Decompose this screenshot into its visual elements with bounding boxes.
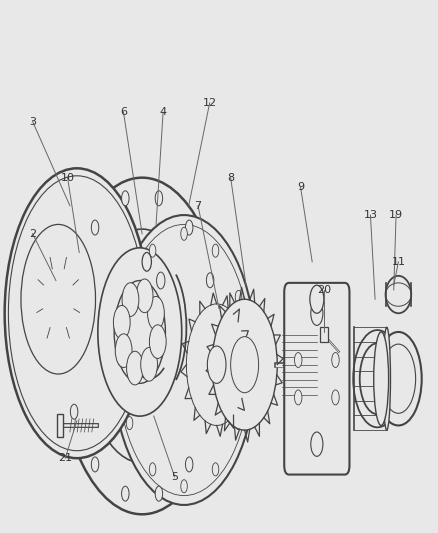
Circle shape [114, 280, 166, 383]
Circle shape [149, 463, 156, 476]
Circle shape [84, 229, 200, 463]
Circle shape [126, 290, 133, 303]
Circle shape [332, 390, 339, 405]
Circle shape [113, 305, 130, 339]
Text: 3: 3 [29, 117, 36, 126]
Text: 8: 8 [227, 173, 234, 183]
Text: 13: 13 [364, 210, 378, 220]
Ellipse shape [383, 327, 390, 430]
Circle shape [235, 417, 242, 430]
Circle shape [122, 282, 139, 317]
Text: 5: 5 [171, 472, 178, 482]
Text: 4: 4 [159, 107, 166, 117]
Circle shape [136, 279, 153, 313]
Circle shape [149, 325, 166, 359]
Circle shape [310, 285, 324, 313]
Circle shape [122, 191, 129, 206]
Bar [57, 414, 63, 437]
Text: 7: 7 [194, 201, 201, 211]
Text: 10: 10 [60, 173, 74, 183]
Text: 2: 2 [29, 229, 36, 239]
Circle shape [381, 344, 416, 413]
Text: 20: 20 [317, 285, 331, 295]
Circle shape [21, 224, 95, 374]
Circle shape [127, 351, 143, 385]
Ellipse shape [385, 276, 411, 313]
Circle shape [98, 248, 182, 416]
Circle shape [214, 338, 221, 353]
Ellipse shape [353, 330, 402, 427]
Circle shape [71, 404, 78, 419]
Circle shape [212, 463, 219, 476]
Circle shape [244, 353, 250, 367]
Circle shape [294, 352, 302, 367]
Text: 9: 9 [297, 182, 304, 192]
Circle shape [5, 168, 149, 458]
Circle shape [212, 299, 277, 430]
Circle shape [122, 486, 129, 501]
Bar [320, 327, 328, 342]
FancyBboxPatch shape [284, 283, 350, 474]
Ellipse shape [374, 332, 389, 425]
Circle shape [24, 230, 92, 368]
Text: 21: 21 [58, 453, 72, 463]
Ellipse shape [360, 343, 395, 414]
Circle shape [156, 272, 165, 289]
Circle shape [71, 273, 78, 288]
Circle shape [212, 244, 219, 257]
Circle shape [148, 296, 164, 330]
Circle shape [30, 243, 87, 356]
Circle shape [311, 432, 323, 456]
Circle shape [207, 346, 226, 383]
Circle shape [27, 237, 89, 362]
Circle shape [92, 220, 99, 235]
Circle shape [149, 244, 156, 257]
Circle shape [8, 176, 145, 451]
Circle shape [92, 457, 99, 472]
Circle shape [185, 457, 193, 472]
Circle shape [181, 480, 187, 493]
Circle shape [235, 290, 242, 303]
Circle shape [155, 486, 162, 501]
Circle shape [141, 348, 158, 381]
Circle shape [294, 390, 302, 405]
Circle shape [117, 224, 251, 496]
Circle shape [142, 253, 152, 271]
Text: 6: 6 [120, 107, 127, 117]
Text: 19: 19 [389, 210, 403, 220]
Circle shape [155, 191, 162, 206]
Circle shape [126, 417, 133, 430]
Circle shape [115, 334, 132, 367]
Circle shape [375, 332, 422, 425]
Circle shape [185, 220, 193, 235]
Circle shape [206, 273, 214, 288]
Circle shape [36, 254, 81, 344]
Text: 12: 12 [203, 98, 217, 108]
Circle shape [33, 248, 84, 350]
Circle shape [187, 304, 247, 425]
Circle shape [181, 227, 187, 240]
Circle shape [118, 353, 124, 367]
Circle shape [311, 301, 323, 326]
Circle shape [58, 177, 226, 514]
Circle shape [332, 352, 339, 367]
Circle shape [63, 338, 71, 353]
Circle shape [231, 337, 258, 393]
Text: 11: 11 [392, 257, 406, 267]
Ellipse shape [385, 283, 411, 306]
Circle shape [206, 404, 214, 419]
Circle shape [112, 215, 256, 505]
